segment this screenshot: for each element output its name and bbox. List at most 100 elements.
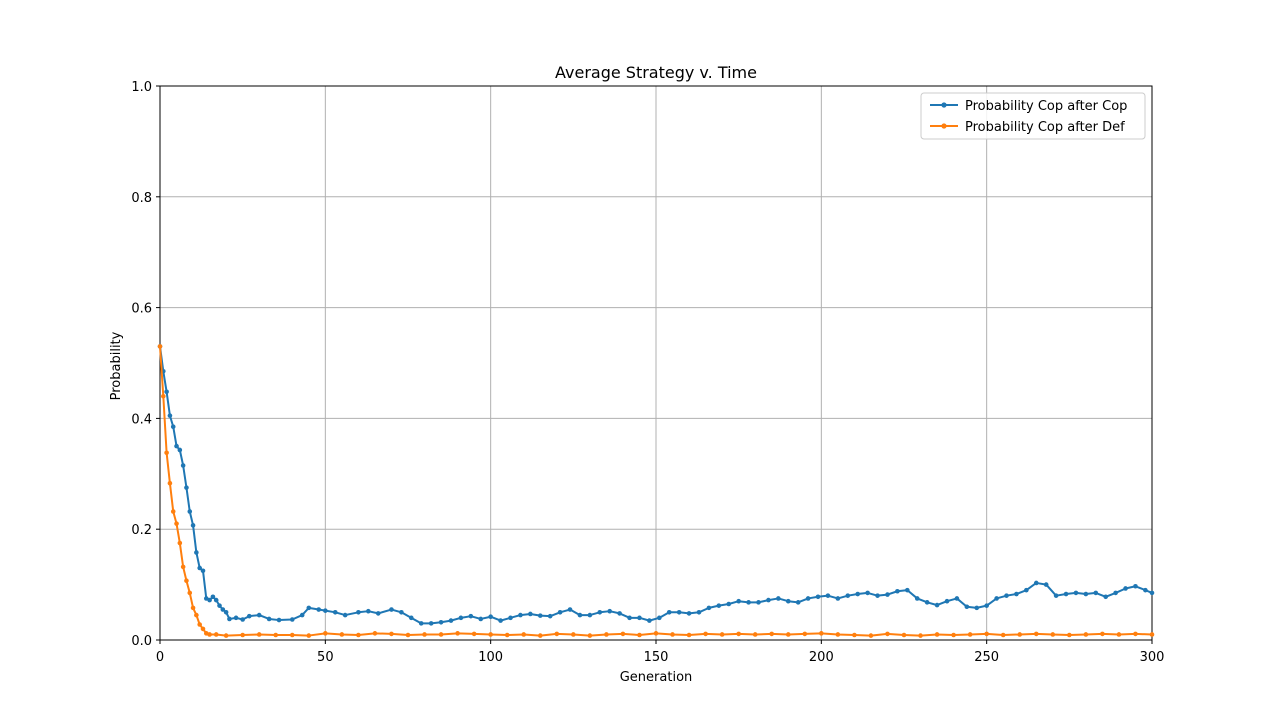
data-point (1149, 632, 1155, 637)
data-point (617, 611, 622, 616)
data-point (1133, 631, 1138, 637)
legend-marker-cop-after-cop (941, 102, 947, 108)
data-point (994, 596, 999, 601)
y-tick-label: 0.2 (131, 523, 152, 538)
data-point (332, 610, 338, 615)
data-point (256, 612, 262, 618)
data-point (240, 617, 245, 622)
data-point (1014, 591, 1019, 597)
data-point (1043, 582, 1049, 587)
data-point (289, 617, 295, 622)
data-point (696, 610, 702, 615)
data-point (686, 611, 692, 616)
data-point (547, 613, 553, 619)
data-point (719, 632, 725, 637)
data-point (428, 621, 434, 626)
data-point (256, 632, 262, 637)
data-point (557, 610, 563, 615)
x-tick-label: 0 (156, 650, 164, 665)
data-point (488, 614, 493, 620)
data-point (197, 565, 202, 571)
data-point (736, 631, 741, 637)
data-point (372, 631, 378, 636)
data-point (289, 632, 295, 638)
y-tick-label: 0.8 (131, 191, 152, 206)
data-point (825, 593, 831, 598)
data-point (756, 600, 761, 605)
data-point (468, 613, 474, 619)
x-tick-label: 150 (644, 650, 669, 665)
data-point (184, 485, 189, 490)
data-point (984, 603, 989, 608)
data-point (375, 611, 381, 616)
data-point (769, 631, 775, 637)
data-point (220, 607, 226, 612)
data-point (223, 610, 229, 615)
data-point (184, 578, 189, 584)
data-point (666, 610, 672, 615)
data-point (1033, 631, 1039, 637)
data-point (339, 632, 345, 637)
data-point (213, 597, 219, 603)
data-point (1143, 587, 1148, 593)
legend-label-cop-after-def: Probability Cop after Def (965, 120, 1125, 135)
data-point (187, 590, 193, 596)
data-point (174, 521, 179, 526)
data-point (577, 612, 583, 618)
data-point (240, 632, 245, 638)
y-tick-label: 0.4 (131, 412, 152, 427)
series-cop-after-cop (157, 344, 1155, 626)
data-point (895, 588, 900, 594)
data-point (157, 344, 163, 349)
data-point (637, 615, 642, 621)
data-point (835, 596, 841, 601)
data-point (306, 633, 312, 638)
data-point (964, 604, 970, 610)
data-point (167, 413, 173, 418)
data-point (852, 632, 857, 638)
data-point (686, 632, 692, 638)
data-point (207, 597, 212, 603)
data-point (785, 632, 791, 637)
data-point (1123, 586, 1128, 591)
data-point (785, 598, 791, 604)
data-point (766, 597, 771, 603)
data-point (951, 632, 956, 638)
data-point (366, 608, 371, 614)
legend: Probability Cop after Cop Probability Co… (920, 92, 1146, 140)
data-point (885, 592, 890, 597)
data-point (418, 621, 424, 626)
data-point (161, 393, 166, 399)
data-point (835, 632, 841, 637)
data-point (776, 596, 781, 601)
data-point (845, 593, 851, 598)
x-axis-title: Generation (620, 670, 693, 685)
data-point (399, 610, 404, 615)
y-tick-label: 1.0 (131, 80, 152, 95)
data-point (167, 480, 173, 486)
data-point (518, 612, 523, 618)
data-point (498, 618, 503, 623)
data-point (746, 600, 751, 605)
data-point (1053, 593, 1059, 598)
data-point (1083, 591, 1089, 597)
data-point (528, 611, 533, 617)
data-point (207, 632, 212, 637)
data-point (177, 447, 183, 453)
data-point (323, 631, 328, 636)
ticks: 0 50 100 150 200 250 300 0.0 0.2 0.4 0.6 0.8 1.0 (131, 80, 1164, 665)
data-point (815, 594, 821, 600)
data-point (984, 631, 989, 637)
data-point (967, 632, 973, 637)
data-point (1100, 631, 1105, 637)
data-point (177, 540, 183, 546)
data-point (802, 631, 808, 637)
data-point (190, 523, 196, 528)
data-point (865, 590, 870, 596)
data-point (223, 633, 229, 638)
data-point (1067, 632, 1072, 638)
data-point (974, 605, 980, 611)
data-point (246, 613, 252, 619)
data-point (356, 610, 361, 615)
